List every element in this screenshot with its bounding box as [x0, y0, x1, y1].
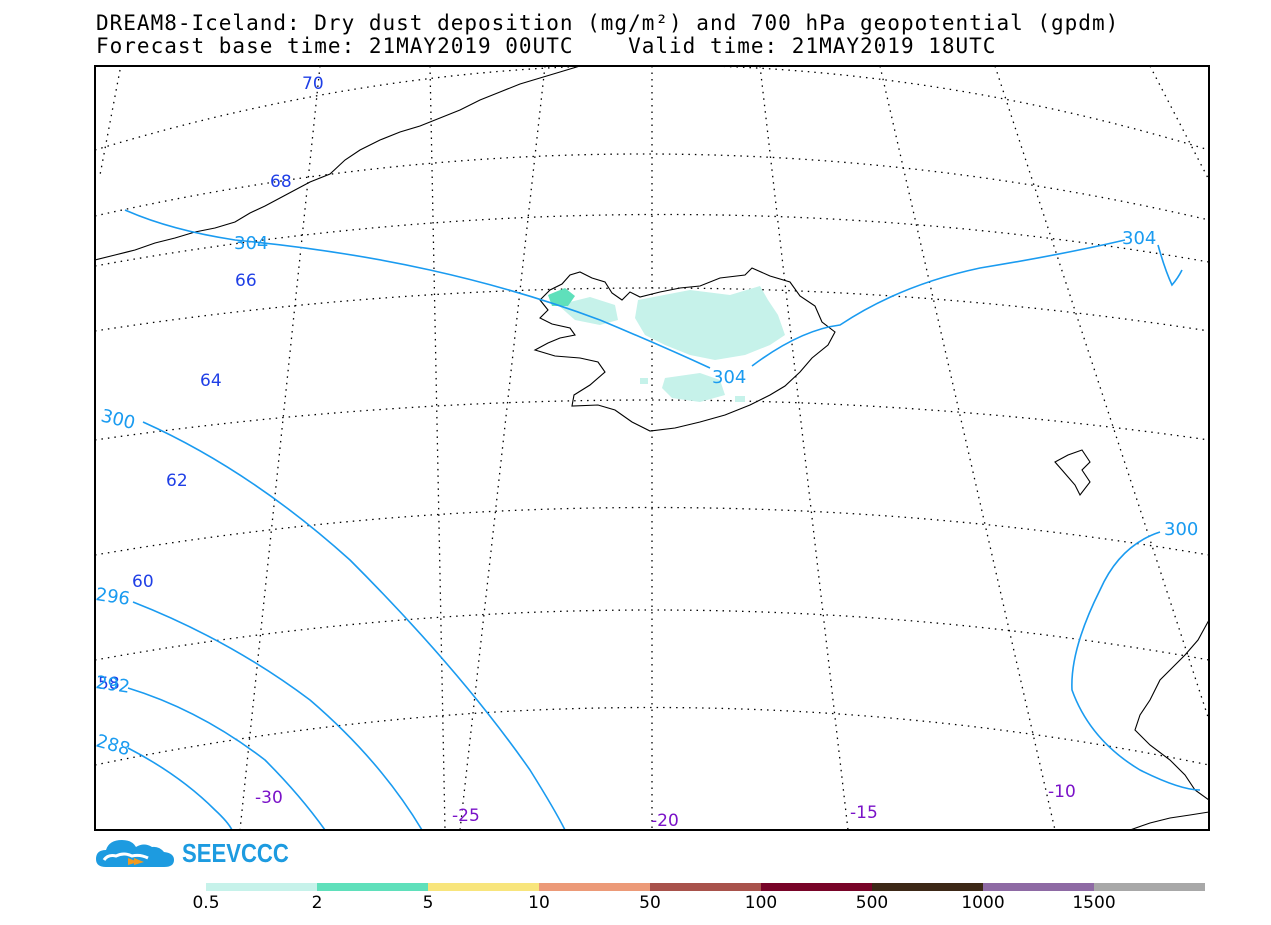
colorbar — [206, 883, 1205, 891]
norway-coastline — [1134, 619, 1209, 801]
colorbar-label: 1000 — [961, 893, 1005, 913]
map-frame — [94, 65, 1210, 831]
lon-label-minus25: -25 — [452, 806, 480, 826]
parallel-70 — [95, 66, 1209, 151]
contour-label-304-east: 304 — [1122, 228, 1156, 249]
deposition-dot-1 — [640, 378, 648, 384]
lon-label-minus30: -30 — [255, 788, 283, 808]
contour-label-300-east: 300 — [1164, 519, 1198, 540]
colorbar-label: 1500 — [1072, 893, 1116, 913]
dust-deposition-area — [548, 286, 785, 402]
scotland-coastline — [1129, 811, 1209, 830]
contour-296 — [132, 601, 423, 830]
meridian-2 — [239, 66, 321, 830]
lat-label-64: 64 — [200, 371, 222, 391]
lat-label-58: 58 — [98, 674, 120, 694]
deposition-shade-west — [558, 297, 618, 325]
iceland-coastline — [533, 267, 836, 432]
contour-292 — [127, 687, 326, 830]
contour-300-west — [142, 421, 566, 830]
deposition-shade-mid — [548, 288, 575, 306]
colorbar-label: 50 — [639, 893, 661, 913]
parallel-60 — [95, 506, 1209, 556]
map-background — [95, 66, 1209, 830]
colorbar-label: 2 — [311, 893, 323, 913]
coastlines — [95, 66, 1209, 830]
latitude-labels: 70 68 66 64 62 60 58 — [98, 74, 324, 694]
contour-label-304-center: 304 — [712, 367, 746, 388]
colorbar-label: 10 — [528, 893, 550, 913]
colorbar-label: 500 — [855, 893, 889, 913]
deposition-shade-south — [662, 373, 725, 402]
contour-label-292: 292 — [94, 672, 131, 698]
colorbar-segment-8 — [983, 883, 1094, 891]
map-subtitle: Forecast base time: 21MAY2019 00UTC Vali… — [96, 34, 997, 58]
cloud-logo-icon — [96, 840, 174, 867]
meridian-1 — [99, 69, 121, 176]
contour-label-296: 296 — [94, 584, 131, 610]
colorbar-label: 5 — [422, 893, 434, 913]
colorbar-segment-2 — [317, 883, 428, 891]
lon-label-minus15: -15 — [850, 803, 878, 823]
contour-304-west — [124, 209, 711, 369]
lat-label-60: 60 — [132, 572, 154, 592]
seevccc-logo: SEEVCCC — [94, 834, 308, 872]
parallel-68 — [95, 153, 1209, 221]
deposition-shade-east — [635, 286, 785, 360]
meridian-7 — [879, 66, 1056, 830]
lat-label-70: 70 — [302, 74, 324, 94]
colorbar-segment-7 — [872, 883, 983, 891]
colorbar-segment-1 — [206, 883, 317, 891]
contour-304-hook — [1157, 244, 1183, 287]
lat-label-62: 62 — [166, 471, 188, 491]
colorbar-labels: 0.5 2 5 10 50 100 500 1000 1500 — [0, 893, 1271, 915]
lon-label-minus20: -20 — [651, 811, 679, 831]
meridian-6 — [759, 66, 849, 830]
deposition-dot-2 — [735, 396, 745, 402]
colorbar-segment-9 — [1094, 883, 1205, 891]
faroe-islands-coastline — [1054, 449, 1091, 497]
parallel-58 — [95, 609, 1209, 661]
greenland-coastline — [95, 66, 581, 261]
colorbar-label: 0.5 — [192, 893, 220, 913]
colorbar-segment-6 — [761, 883, 872, 891]
contour-304-east — [751, 239, 1126, 367]
lat-label-68: 68 — [270, 172, 292, 192]
geopotential-contours — [124, 209, 1201, 830]
map-title: DREAM8-Iceland: Dry dust deposition (mg/… — [96, 11, 1120, 35]
lat-label-66: 66 — [235, 271, 257, 291]
parallel-66 — [95, 213, 1209, 267]
colorbar-label: 100 — [744, 893, 778, 913]
colorbar-segment-4 — [539, 883, 650, 891]
lon-label-minus10: -10 — [1048, 782, 1076, 802]
contour-label-304-west: 304 — [234, 233, 268, 254]
longitude-labels: -30 -25 -20 -15 -10 — [255, 782, 1076, 831]
colorbar-segment-3 — [428, 883, 539, 891]
contour-labels: 304 304 304 300 300 296 292 288 — [94, 228, 1199, 760]
meridian-4 — [459, 66, 546, 830]
contour-288 — [127, 747, 233, 830]
colorbar-segment-5 — [650, 883, 761, 891]
logo-text: SEEVCCC — [182, 837, 289, 868]
contour-300-east — [1071, 531, 1201, 791]
longitude-gridlines — [99, 66, 1209, 830]
meridian-8 — [994, 66, 1209, 721]
